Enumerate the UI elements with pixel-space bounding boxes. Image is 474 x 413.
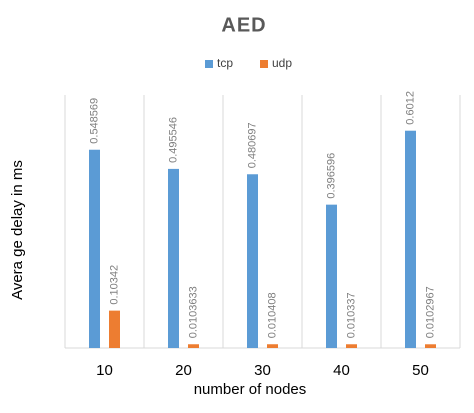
x-tick-label: 50: [412, 362, 429, 379]
x-tick-label: 10: [96, 362, 113, 379]
data-label: 0.396596: [325, 153, 337, 199]
legend-swatch: [260, 60, 268, 68]
bar: [326, 204, 337, 348]
x-tick-label: 20: [175, 362, 192, 379]
legend-swatch: [205, 60, 213, 68]
data-label: 0.495546: [167, 117, 179, 163]
bar: [425, 344, 436, 348]
data-label: 0.0102967: [424, 286, 436, 338]
data-label: 0.6012: [404, 91, 416, 125]
bar: [267, 344, 278, 348]
x-tick-label: 30: [254, 362, 271, 379]
x-axis-title: number of nodes: [194, 381, 307, 398]
bar: [188, 344, 199, 348]
legend-label: udp: [272, 56, 292, 70]
legend-label: tcp: [217, 56, 233, 70]
x-tick-label: 40: [333, 362, 350, 379]
data-label: 0.010337: [345, 292, 357, 338]
bar: [346, 344, 357, 348]
y-axis-title: Avera ge delay in ms: [9, 160, 26, 300]
chart-title: AED: [221, 14, 266, 36]
bar: [89, 149, 100, 348]
data-label: 0.480697: [246, 122, 258, 168]
data-label: 0.0103633: [187, 286, 199, 338]
bar: [247, 174, 258, 348]
data-label: 0.010408: [266, 292, 278, 338]
data-label: 0.548569: [88, 98, 100, 144]
bar: [168, 168, 179, 348]
bar: [109, 310, 120, 348]
bar: [405, 130, 416, 348]
data-label: 0.10342: [108, 265, 120, 305]
